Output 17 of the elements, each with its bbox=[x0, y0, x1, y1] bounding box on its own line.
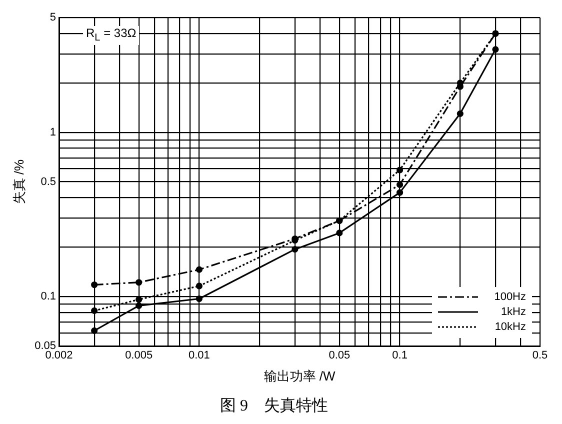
y-tick-label: 0.1 bbox=[40, 290, 56, 303]
y-tick-label: 5 bbox=[50, 12, 56, 24]
x-tick-label: 0.1 bbox=[392, 350, 408, 362]
x-axis-title: 输出功率 /W bbox=[264, 368, 336, 384]
x-tick-label: 0.002 bbox=[45, 350, 73, 362]
x-tick-label: 0.005 bbox=[125, 350, 153, 362]
legend-label: 100Hz bbox=[494, 291, 526, 304]
y-axis-title: 失真 /% bbox=[11, 158, 26, 204]
text: 图 9 失真特性 bbox=[220, 396, 328, 415]
x-tick-label: 0.5 bbox=[532, 350, 548, 362]
legend-label: 1kHz bbox=[500, 306, 526, 318]
y-tick-label: 0.5 bbox=[40, 176, 56, 188]
x-tick-label: 0.05 bbox=[328, 350, 350, 362]
legend-label: 10kHz bbox=[494, 321, 526, 334]
y-tick-label: 1 bbox=[50, 126, 56, 138]
annotation: R$_{L}$ = 33Ω bbox=[83, 26, 140, 45]
x-tick-label: 0.01 bbox=[188, 350, 210, 362]
